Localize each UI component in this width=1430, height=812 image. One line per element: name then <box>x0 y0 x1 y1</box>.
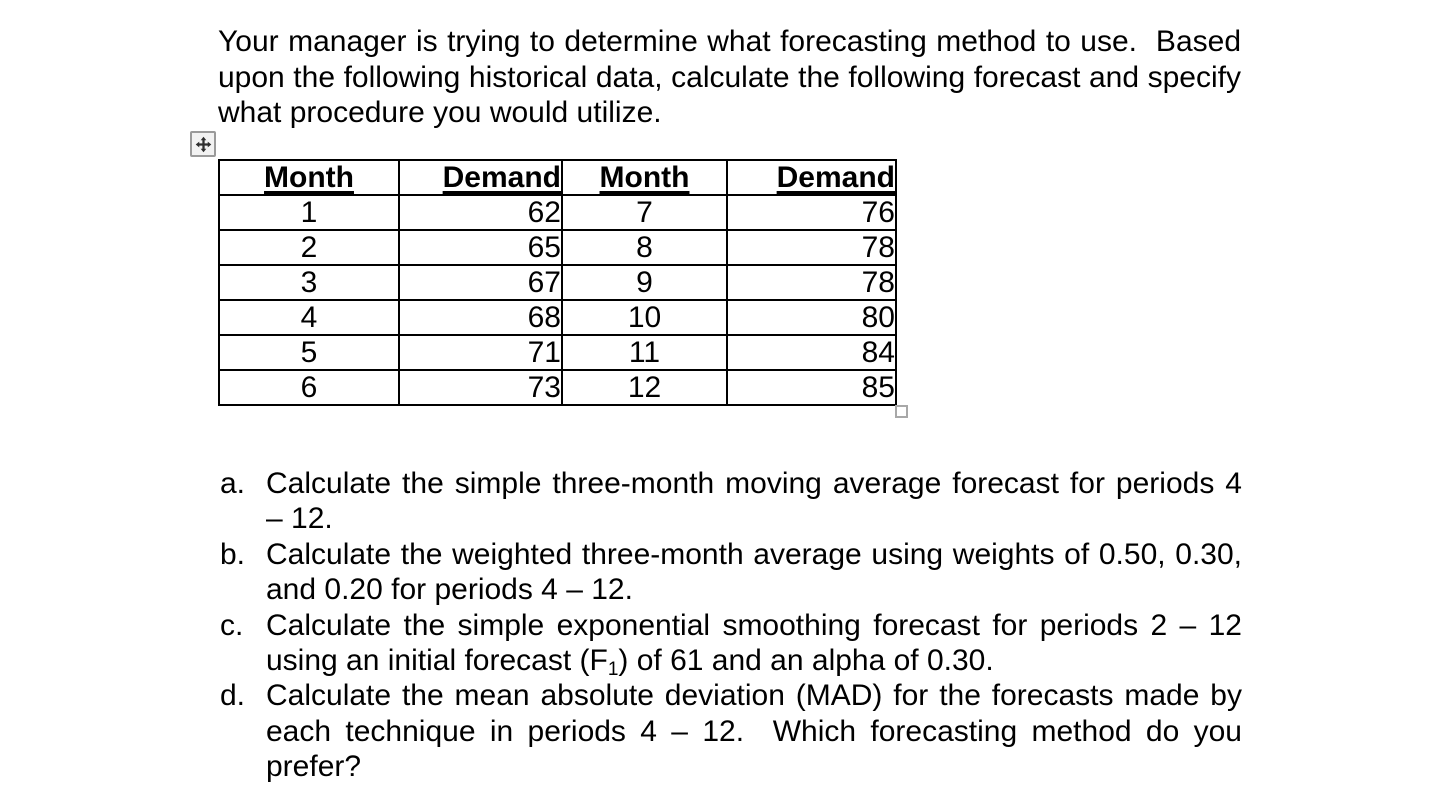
question-text-segment: ) of 61 and an alpha of 0.30. <box>618 644 994 678</box>
demand-cell: 76 <box>726 194 897 231</box>
month-cell: 10 <box>561 299 728 336</box>
month-cell: 2 <box>218 229 400 266</box>
table-move-handle[interactable] <box>190 131 216 157</box>
question-text: Calculate the simple three-month moving … <box>266 467 1242 536</box>
question-item-a: a. Calculate the simple three-month movi… <box>218 466 1242 537</box>
demand-cell: 67 <box>398 264 563 301</box>
question-item-b: b. Calculate the weighted three-month av… <box>218 537 1242 608</box>
month-cell: 9 <box>561 264 728 301</box>
table-resize-handle[interactable] <box>895 405 908 418</box>
question-text-segment: Calculate the simple exponential smoothi… <box>266 608 1242 678</box>
question-label: b. <box>220 537 246 571</box>
question-label: c. <box>220 608 244 642</box>
table-row: 1 62 7 76 <box>218 194 897 231</box>
month-cell: 12 <box>561 369 728 406</box>
question-label: a. <box>220 467 246 500</box>
demand-table: Month Demand Month Demand 1 62 7 76 2 65… <box>218 159 897 406</box>
demand-cell: 78 <box>726 264 897 301</box>
month-cell: 7 <box>561 194 728 231</box>
col-header-month-right: Month <box>561 159 728 196</box>
table-row: 5 71 11 84 <box>218 334 897 371</box>
demand-cell: 68 <box>398 299 563 336</box>
col-header-demand-right: Demand <box>726 159 897 196</box>
col-header-demand-left: Demand <box>398 159 563 196</box>
month-cell: 6 <box>218 369 400 406</box>
questions-list: a. Calculate the simple three-month movi… <box>218 466 1242 785</box>
demand-cell: 73 <box>398 369 563 406</box>
demand-cell: 80 <box>726 299 897 336</box>
table-row: 6 73 12 85 <box>218 369 897 406</box>
demand-cell: 65 <box>398 229 563 266</box>
question-label: d. <box>220 679 246 713</box>
demand-cell: 85 <box>726 369 897 406</box>
question-item-c: c. Calculate the simple exponential smoo… <box>218 608 1242 679</box>
question-item-d: d. Calculate the mean absolute deviation… <box>218 678 1242 784</box>
question-text: Calculate the mean absolute deviation (M… <box>266 679 1242 784</box>
month-cell: 3 <box>218 264 400 301</box>
demand-cell: 71 <box>398 334 563 371</box>
demand-cell: 62 <box>398 194 563 231</box>
month-cell: 8 <box>561 229 728 266</box>
table-header-row: Month Demand Month Demand <box>218 159 897 196</box>
month-cell: 1 <box>218 194 400 231</box>
col-header-month-left: Month <box>218 159 400 196</box>
intro-paragraph: Your manager is trying to determine what… <box>218 25 1241 129</box>
subscript-one: 1 <box>607 659 619 681</box>
month-cell: 11 <box>561 334 728 371</box>
demand-cell: 78 <box>726 229 897 266</box>
question-text: Calculate the simple exponential smoothi… <box>266 608 1242 679</box>
table-row: 4 68 10 80 <box>218 299 897 336</box>
demand-cell: 84 <box>726 334 897 371</box>
month-cell: 4 <box>218 299 400 336</box>
move-cross-icon <box>195 136 211 152</box>
table-row: 2 65 8 78 <box>218 229 897 266</box>
table-row: 3 67 9 78 <box>218 264 897 301</box>
question-text: Calculate the weighted three-month avera… <box>266 537 1242 607</box>
month-cell: 5 <box>218 334 400 371</box>
